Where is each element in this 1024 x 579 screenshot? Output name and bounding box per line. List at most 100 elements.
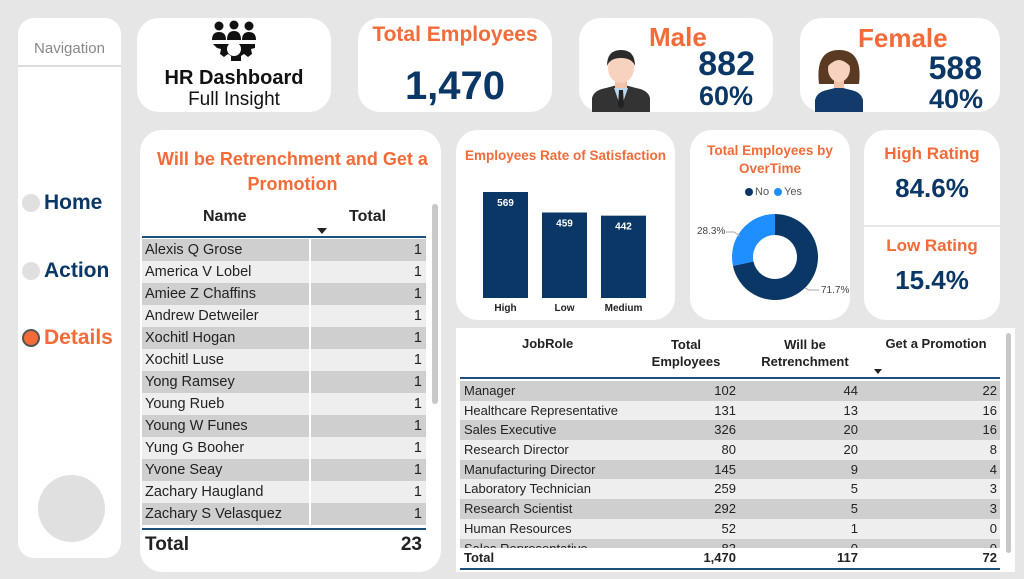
logo-title: HR Dashboard [164,67,304,89]
radio-selected-icon [22,329,40,347]
col-header-promotion[interactable]: Get a Promotion [885,336,987,351]
satisfaction-title: Employees Rate of Satisfaction [464,148,667,163]
total-divider [142,528,426,530]
nav-home-label: Home [44,191,103,214]
col-header-retrenchment[interactable]: Will be Retrenchment [761,337,849,369]
total-employees-value: 1,470 [404,64,506,108]
bar-value-label: 569 [497,198,514,209]
table-row[interactable]: Young W Funes 1 [142,415,426,437]
female-percent: 40% [928,84,983,114]
satisfaction-bar-chart: 569 High 459 Low 442 Medium [483,192,646,314]
rating-card: High Rating 84.6% Low Rating 15.4% [864,130,1000,320]
table-row[interactable]: Xochitl Luse 1 [142,349,426,371]
col-header-total[interactable]: Total [349,208,387,225]
col-header-name[interactable]: Name [203,208,247,225]
nav-home[interactable]: Home [22,191,102,215]
divider [864,225,1000,227]
bar-medium[interactable] [601,215,646,298]
retrenchment-total-label: Total [145,534,189,555]
high-rating-value: 84.6% [895,173,969,203]
nav-action-label: Action [44,259,110,282]
bar-value-label: 459 [556,218,573,229]
low-rating-label: Low Rating [886,236,978,255]
x-tick-label: Medium [605,303,643,314]
col-header-jobrole[interactable]: JobRole [522,336,574,351]
table-row[interactable]: Manager 102 44 22 [460,381,1000,401]
table-row[interactable]: America V Lobel 1 [142,261,426,283]
table-row[interactable]: Xochitl Hogan 1 [142,327,426,349]
table-row[interactable]: Laboratory Technician 259 5 3 [460,479,1000,500]
total-employees-label: Total Employees [372,23,538,46]
table-row[interactable]: Yung G Booher 1 [142,437,426,459]
sort-desc-icon[interactable] [317,228,327,234]
bar-value-label: 442 [615,222,632,233]
retrenchment-rows: Alexis Q Grose 1 America V Lobel 1 Amiee Z… [142,239,426,525]
leader-line [804,287,819,291]
header-divider [460,377,1000,379]
radio-icon [22,262,40,280]
scrollbar[interactable] [432,204,438,404]
legend-yes-label: Yes [784,186,803,198]
table-row[interactable]: Research Scientist 292 5 3 [460,499,1000,519]
retrenchment-title: Will be Retrenchment and Get a Promotion [157,149,428,194]
table-row[interactable]: Andrew Detweiler 1 [142,305,426,327]
x-tick-label: Low [555,303,575,314]
bar-high[interactable] [483,192,528,298]
nav-details[interactable]: Details [22,326,113,350]
jobrole-rows: Manager 102 44 22 Healthcare Representative… [460,381,1000,548]
table-row[interactable]: Human Resources 52 1 0 [460,518,1000,539]
logo-subtitle: Full Insight [188,89,280,110]
satisfaction-chart-card: Employees Rate of Satisfaction 569 High 45… [456,130,675,320]
total-employees-card: Total Employees 1,470 [358,18,552,112]
nav-action[interactable]: Action [22,259,109,283]
sort-desc-icon[interactable] [874,369,882,374]
legend-no-swatch [745,188,753,196]
male-card: Male 882 60% [579,18,773,112]
x-tick-label: High [494,303,516,314]
overtime-title: Total Employees by OverTime [707,143,833,176]
donut-label-no: 71.7% [821,285,850,296]
legend-no-label: No [755,186,770,198]
male-label: Male [649,22,707,52]
jobrole-total-row: Total 1,470 117 72 [460,548,1000,568]
header-divider [142,236,426,238]
table-row[interactable]: Alexis Q Grose 1 [142,239,426,261]
table-row[interactable]: Sales Representative 83 0 0 [460,538,1000,548]
overtime-donut-chart [726,214,819,300]
donut-slice-no[interactable] [732,214,818,300]
table-row[interactable]: Zachary S Velasquez 1 [142,503,426,525]
table-row[interactable]: Research Director 80 20 8 [460,440,1000,460]
table-row[interactable]: Sales Executive 326 20 16 [460,420,1000,441]
nav-details-label: Details [44,326,113,349]
table-row[interactable]: Zachary Haugland 1 [142,481,426,503]
table-row[interactable]: Yvone Seay 1 [142,459,426,481]
table-row[interactable]: Amiee Z Chaffins 1 [142,283,426,305]
table-row[interactable]: Yong Ramsey 1 [142,371,426,393]
female-card: Female 588 40% [800,18,1000,114]
scrollbar[interactable] [1006,333,1011,553]
table-row[interactable]: Healthcare Representative 131 13 16 [460,400,1000,421]
male-percent: 60% [698,81,753,111]
female-avatar-icon [815,50,863,112]
nav-circle-button[interactable] [38,475,105,542]
male-count: 882 [698,45,755,83]
bar-low[interactable] [542,212,587,298]
radio-icon [22,194,40,212]
overtime-chart-card: Total Employees by OverTime No Yes 28.3%… [690,130,850,320]
nav-title: Navigation [34,40,105,57]
divider [18,65,121,67]
donut-label-yes: 28.3% [697,226,726,237]
logo-card: HR Dashboard Full Insight [137,18,331,112]
team-gear-icon [212,20,256,61]
leader-line [726,231,741,237]
female-count: 588 [928,50,982,86]
table-row[interactable]: Young Rueb 1 [142,393,426,415]
high-rating-label: High Rating [884,144,980,163]
navigation-panel: Navigation [18,18,121,558]
col-header-total-employees[interactable]: Total Employees [651,337,721,369]
donut-slice-yes[interactable] [732,214,775,266]
low-rating-value: 15.4% [895,265,969,295]
female-label: Female [858,23,948,53]
table-row[interactable]: Manufacturing Director 145 9 4 [460,459,1000,480]
legend: No Yes [745,186,802,198]
